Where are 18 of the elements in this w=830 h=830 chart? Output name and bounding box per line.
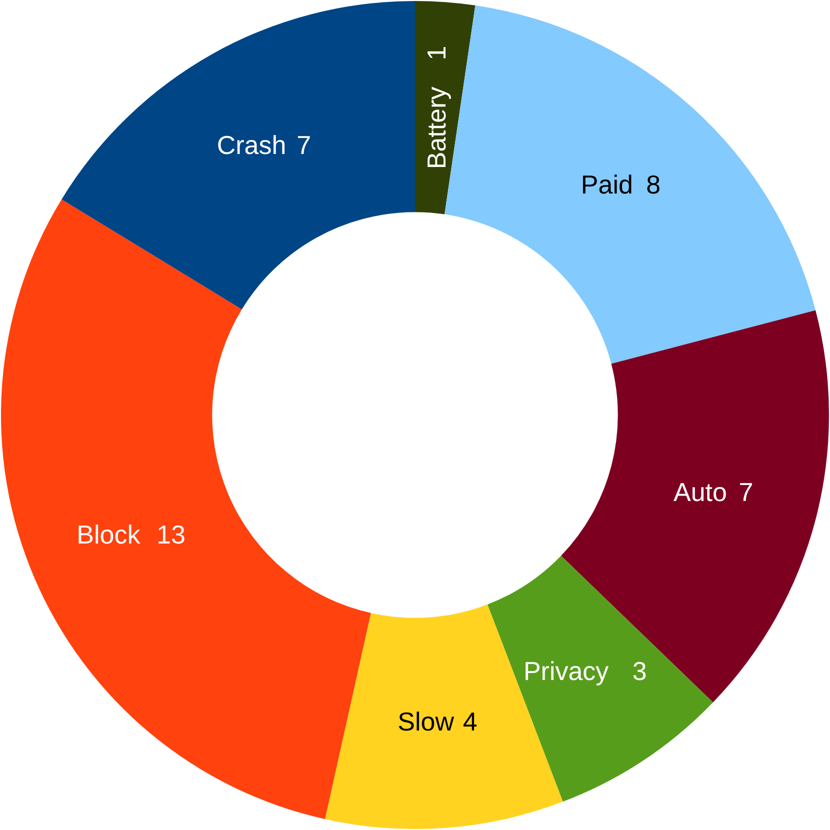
slice-label: Battery — [422, 86, 452, 170]
data-label: 7 — [738, 477, 754, 508]
donut-slice — [415, 1, 476, 214]
slice-label: Crash — [216, 130, 286, 160]
donut-slice — [1, 199, 371, 820]
slice-label: Slow — [398, 706, 454, 737]
data-label: 4 — [462, 706, 478, 737]
donut-slice — [487, 556, 714, 802]
data-label: 13 — [156, 520, 186, 550]
slice-label: Auto — [674, 477, 727, 508]
data-label: 3 — [632, 656, 647, 686]
data-label: 8 — [646, 169, 661, 200]
slice-label: Block — [76, 520, 142, 550]
data-label: 7 — [296, 130, 312, 160]
slice-label: Paid — [580, 169, 633, 200]
slice-label: Privacy — [523, 656, 609, 686]
data-label: 1 — [422, 46, 452, 60]
donut-slice — [62, 1, 415, 310]
